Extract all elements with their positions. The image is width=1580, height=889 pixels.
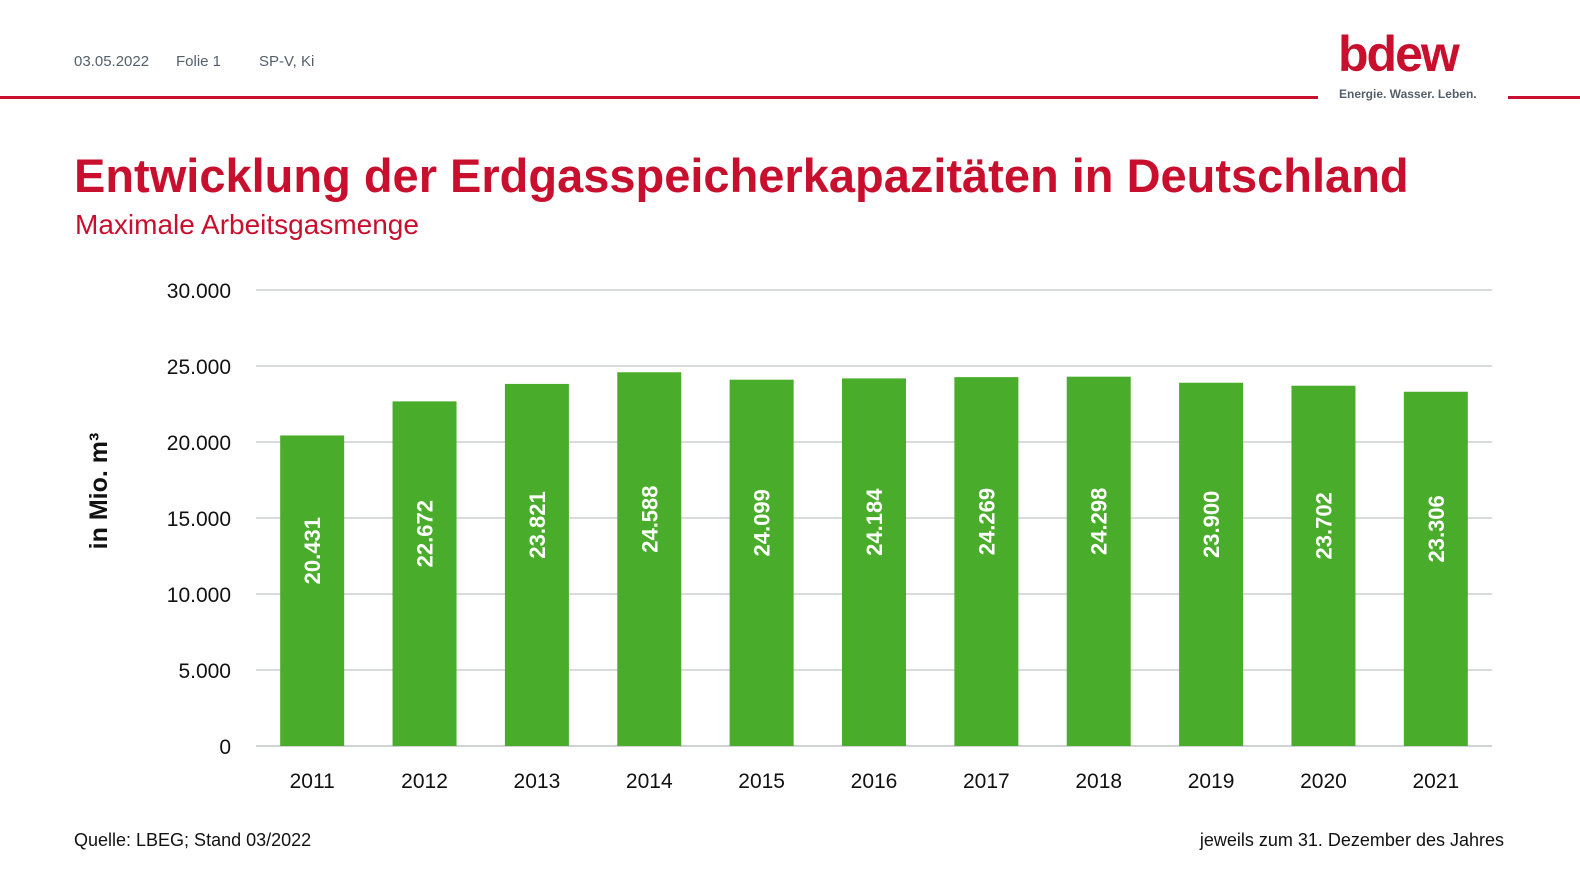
bar-2020 [1291,385,1356,746]
data-label: 23.702 [1311,492,1336,559]
bar-2013 [504,383,569,746]
bar-2015 [729,379,794,746]
data-label: 23.306 [1424,495,1449,562]
x-tick-label: 2011 [290,770,335,793]
data-label: 22.672 [413,500,438,567]
bar-chart: 0 5.000 10.000 15.000 20.000 25.000 30.000 20.… [85,280,1492,793]
y-tick-label: 30.000 [167,280,231,303]
logo-tagline: Energie. Wasser. Leben. [1339,87,1477,101]
x-tick-label: 2018 [1075,770,1122,793]
data-label: 23.900 [1199,491,1224,558]
x-tick-label: 2012 [401,770,448,793]
x-tick-label: 2017 [963,770,1010,793]
y-tick-label: 20.000 [167,432,231,455]
bar-2016 [842,378,906,746]
y-axis-label: in Mio. m³ [85,433,113,550]
bar-2017 [954,377,1019,746]
bar-2021 [1403,391,1468,746]
x-tick-label: 2021 [1412,770,1459,793]
y-tick-label: 15.000 [167,508,231,531]
x-tick-label: 2013 [514,770,561,793]
data-label: 23.821 [525,491,550,558]
slide-number: Folie 1 [176,53,222,70]
header-rule-right [1508,96,1580,99]
slide-date: 03.05.2022 [74,53,150,70]
chart-subtitle: Maximale Arbeitsgasmenge [75,209,419,240]
bar-2018 [1066,376,1131,746]
data-label: 24.298 [1087,488,1112,555]
data-label: 24.184 [862,488,887,556]
slide-author: SP-V, Ki [259,53,315,70]
data-label: 24.269 [974,488,999,555]
bar-2012 [392,401,457,746]
bar-2014 [617,372,682,746]
data-label: 24.099 [750,489,775,556]
date-note: jeweils zum 31. Dezember des Jahres [1199,830,1504,850]
data-label: 24.588 [637,485,662,552]
chart-title: Entwicklung der Erdgasspeicherkapazitäte… [74,149,1409,202]
source-note: Quelle: LBEG; Stand 03/2022 [74,830,312,850]
bars: 20.431 22.672 23.821 24.588 24.099 24.184 24.2… [280,372,1468,746]
x-tick-label: 2016 [851,770,898,793]
header-rule-left [0,96,1318,99]
x-tick-label: 2020 [1300,770,1347,793]
y-tick-label: 0 [219,736,231,759]
bar-2011 [280,435,345,746]
bar-2019 [1179,382,1244,746]
x-tick-label: 2015 [738,770,785,793]
y-tick-label: 10.000 [167,584,231,607]
bdew-logo: bdew Energie. Wasser. Leben. [1338,26,1488,106]
x-tick-label: 2014 [626,770,673,793]
y-tick-label: 5.000 [178,660,231,683]
x-tick-label: 2019 [1188,770,1235,793]
y-tick-label: 25.000 [167,356,231,379]
logo-wordmark: bdew [1338,26,1460,82]
y-axis-ticks: 0 5.000 10.000 15.000 20.000 25.000 30.000 [167,280,231,759]
x-axis-ticks: 2011 2012 2013 2014 2015 2016 2017 2018 2019 2020… [290,770,1460,793]
data-label: 20.431 [300,517,325,584]
